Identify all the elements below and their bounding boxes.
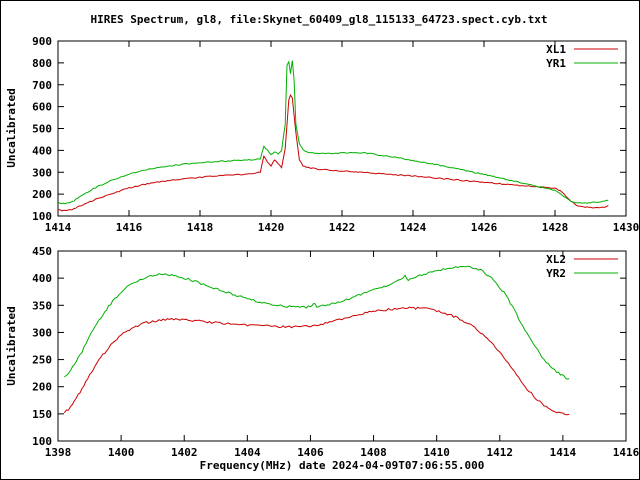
plot-border: [57, 40, 627, 217]
x-tick-label: 1398: [45, 446, 72, 459]
bottom-plot: 1398 1400 1402 1404 1406 1408 1410 1412 1414 1416…: [32, 245, 639, 459]
legend-label-YR1: YR1: [546, 57, 566, 70]
y-tick-label: 800: [32, 57, 52, 70]
series-XL1-line: [57, 93, 609, 212]
y-tick-label: 400: [32, 144, 52, 157]
y-tick-label: 250: [32, 354, 52, 367]
x-tick-label: 1428: [542, 221, 569, 234]
series-XL2-line: [63, 306, 570, 416]
x-tick-label: 1424: [400, 221, 427, 234]
y-tick-label: 900: [32, 35, 52, 48]
y-tick-label: 500: [32, 123, 52, 136]
x-tick-label: 1422: [329, 221, 356, 234]
x-tick-label: 1400: [108, 446, 135, 459]
series-YR1-line: [57, 60, 609, 205]
x-tick-label: 1410: [423, 446, 450, 459]
y-axis-label-bottom: Uncalibrated: [5, 306, 18, 385]
x-tick-label: 1404: [234, 446, 261, 459]
figure-title: HIRES Spectrum, gl8, file:Skynet_60409_g…: [91, 13, 548, 26]
x-tick-label: 1412: [487, 446, 514, 459]
x-tick-label: 1426: [471, 221, 498, 234]
y-tick-label: 600: [32, 101, 52, 114]
y-tick-label: 150: [32, 408, 52, 421]
y-tick-label: 700: [32, 79, 52, 92]
x-tick-label: 1416: [613, 446, 640, 459]
legend-label-YR2: YR2: [546, 267, 566, 280]
x-tick-label: 1414: [45, 221, 72, 234]
y-tick-label: 100: [32, 435, 52, 448]
x-tick-label: 1402: [171, 446, 198, 459]
legend-label-XL1: XL1: [546, 43, 566, 56]
x-tick-label: 1406: [297, 446, 324, 459]
y-tick-label: 300: [32, 326, 52, 339]
x-tick-label: 1420: [258, 221, 285, 234]
top-plot: 1414 1416 1418 1420 1422 1424 1426 1428 1430 100 2…: [32, 35, 639, 234]
y-tick-label: 200: [32, 188, 52, 201]
y-tick-label: 100: [32, 210, 52, 223]
x-tick-label: 1414: [550, 446, 577, 459]
y-tick-label: 300: [32, 166, 52, 179]
y-tick-label: 350: [32, 299, 52, 312]
x-tick-label: 1418: [187, 221, 214, 234]
x-tick-label: 1408: [360, 446, 387, 459]
x-tick-label: 1416: [116, 221, 143, 234]
y-tick-label: 200: [32, 381, 52, 394]
y-axis-label-top: Uncalibrated: [5, 88, 18, 167]
x-axis-label: Frequency(MHz) date 2024-04-09T07:06:55.…: [200, 459, 485, 472]
y-tick-label: 400: [32, 272, 52, 285]
legend-label-XL2: XL2: [546, 253, 566, 266]
plot-border: [57, 250, 627, 442]
y-tick-label: 450: [32, 245, 52, 258]
series-YR2-line: [64, 265, 570, 380]
x-tick-label: 1430: [613, 221, 640, 234]
